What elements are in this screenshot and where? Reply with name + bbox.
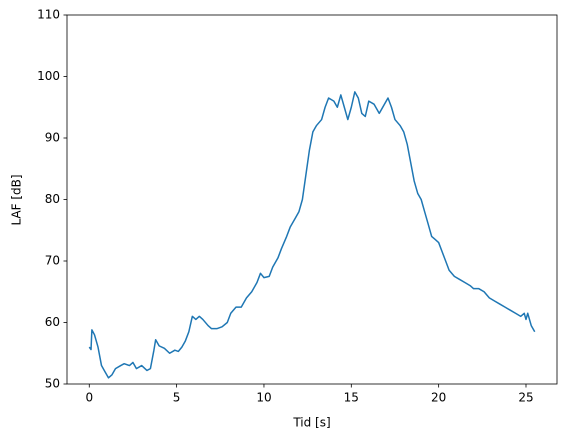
- y-tick-label: 80: [45, 192, 60, 206]
- x-tick-label: 20: [431, 391, 446, 405]
- y-tick-label: 100: [37, 69, 60, 83]
- data-line: [88, 91, 536, 379]
- y-tick-label: 70: [45, 254, 60, 268]
- x-tick-label: 10: [256, 391, 271, 405]
- x-tick-label: 25: [518, 391, 533, 405]
- y-tick-label: 90: [45, 131, 60, 145]
- y-tick-label: 110: [37, 8, 60, 22]
- x-tick-label: 15: [344, 391, 359, 405]
- y-tick-label: 50: [45, 377, 60, 391]
- x-tick-label: 5: [173, 391, 181, 405]
- x-axis-label: Tid [s]: [292, 416, 330, 430]
- axes-frame: [66, 14, 558, 385]
- x-tick-label: 0: [85, 391, 93, 405]
- y-axis-label: LAF [dB]: [10, 174, 24, 225]
- y-tick-label: 60: [45, 315, 60, 329]
